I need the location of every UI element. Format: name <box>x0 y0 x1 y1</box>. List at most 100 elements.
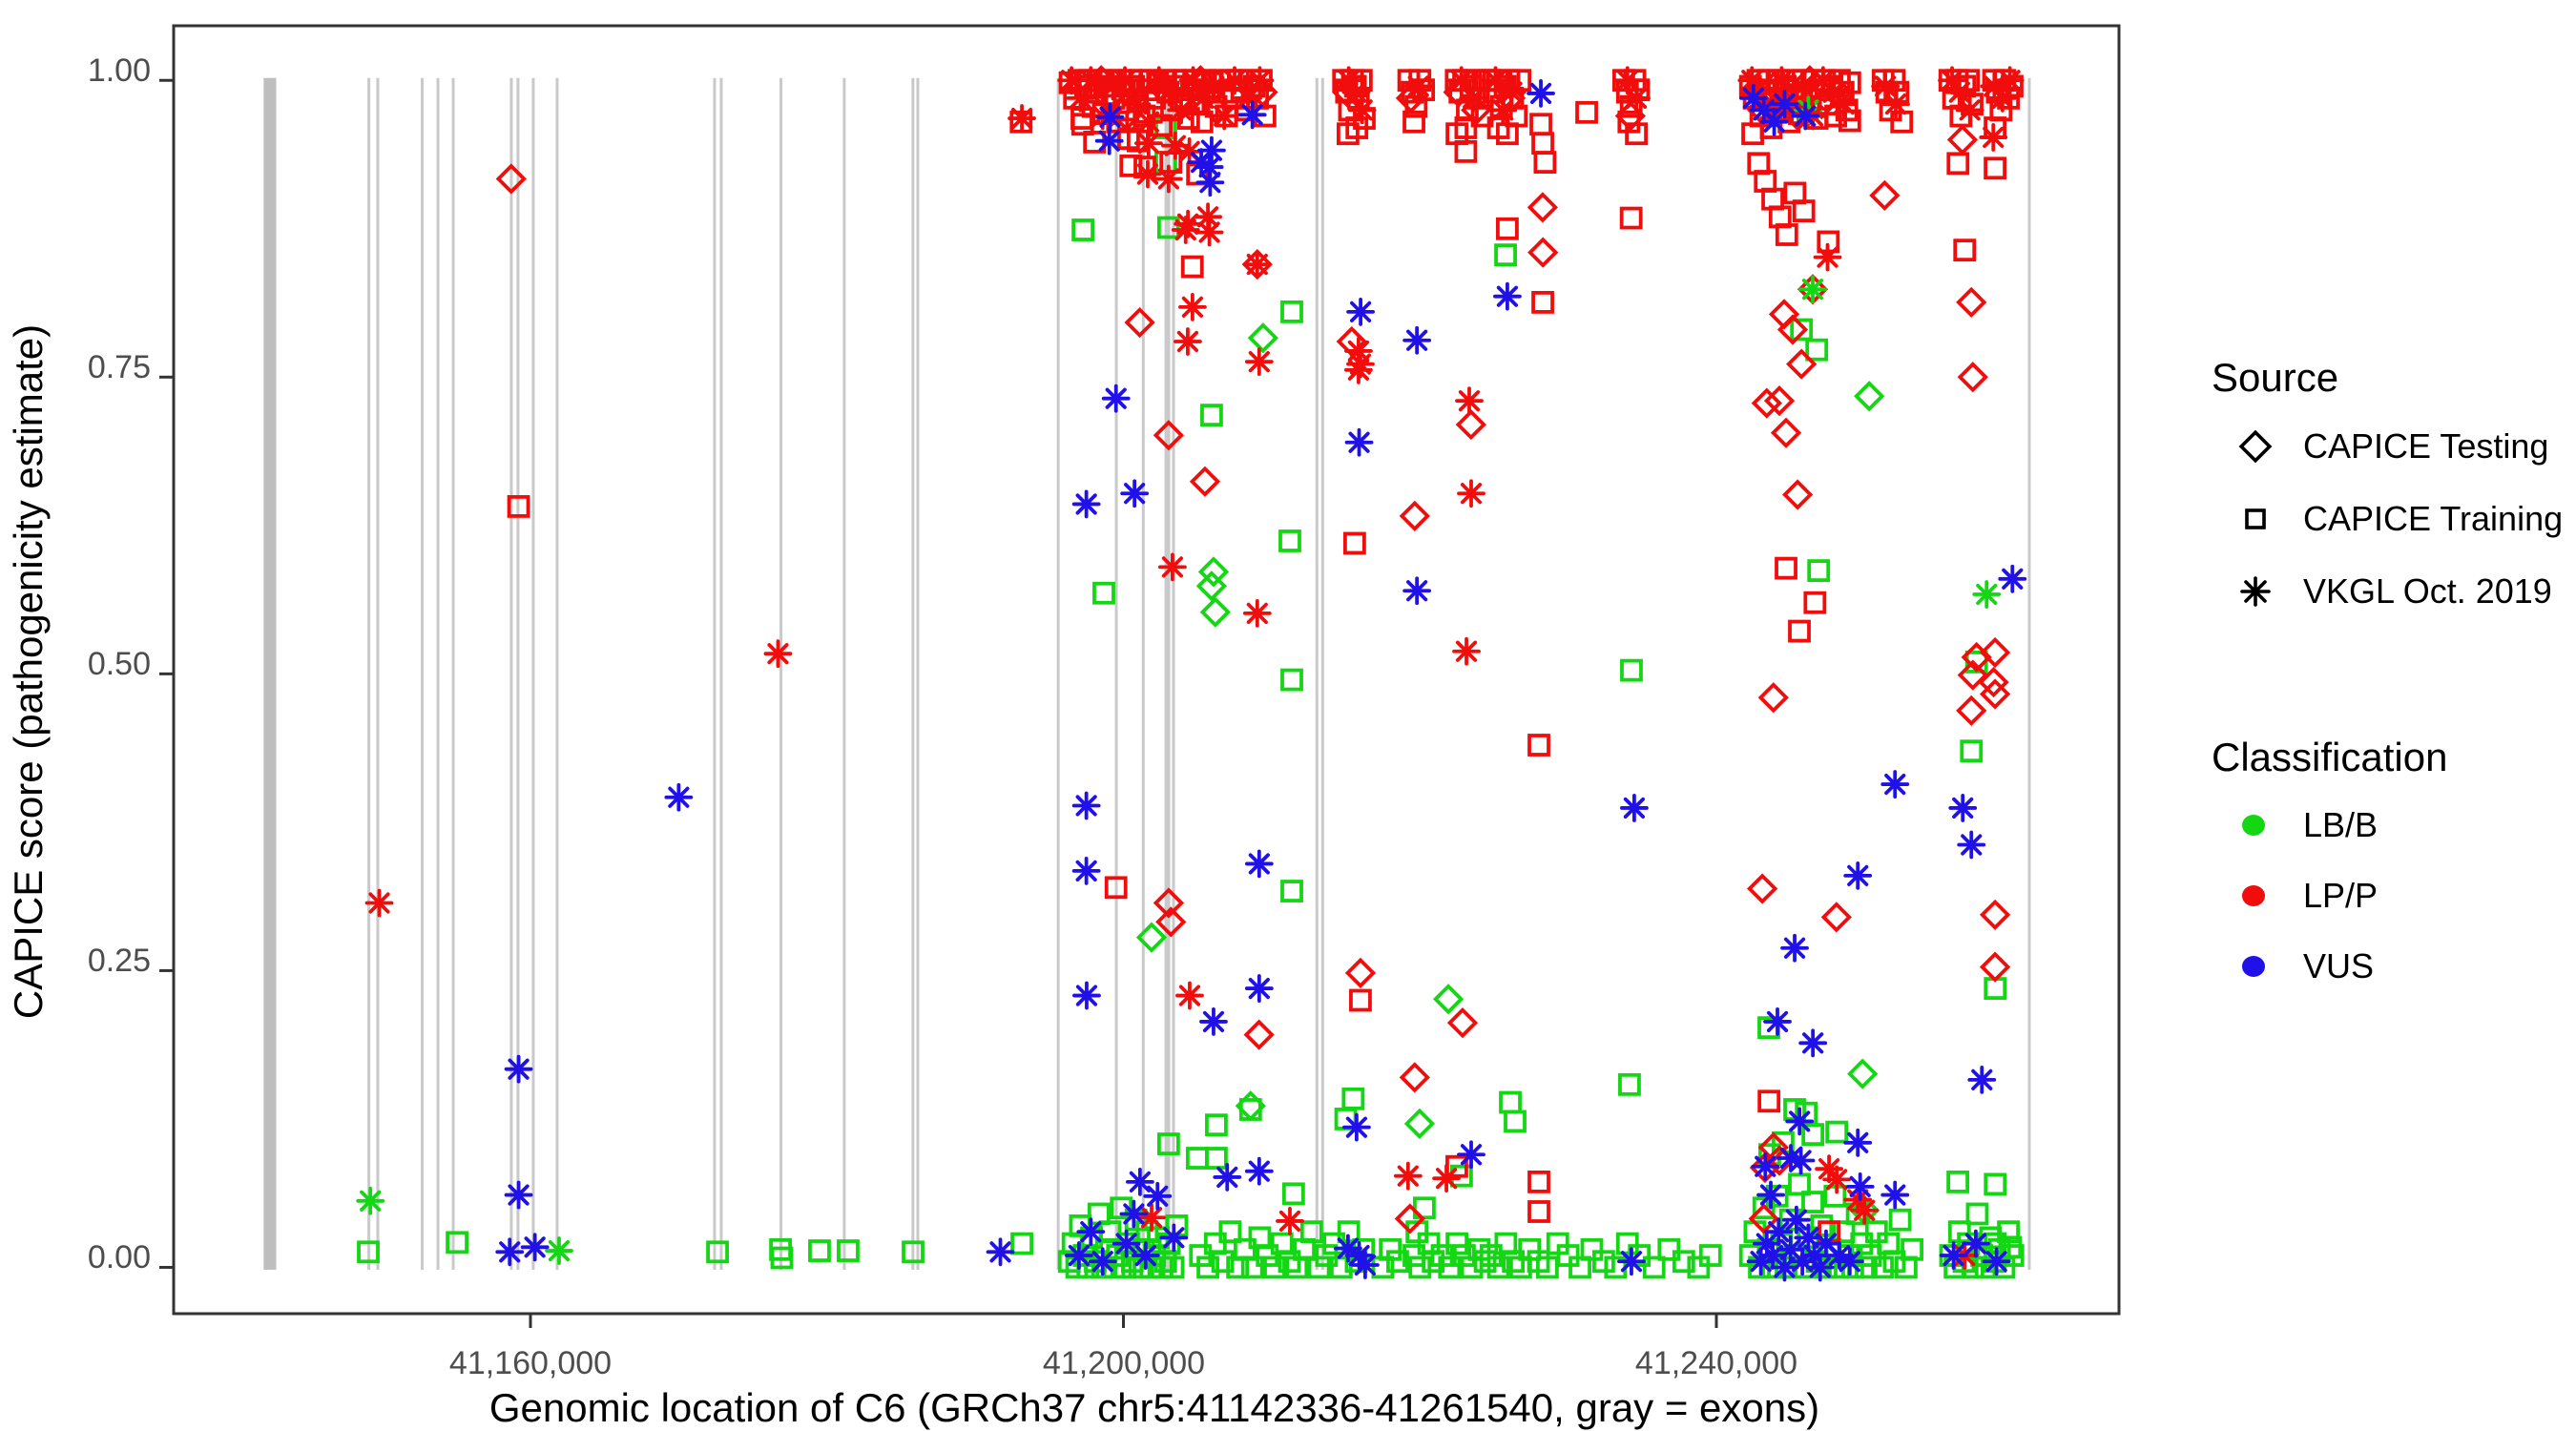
data-point <box>1399 1062 1430 1093</box>
data-point <box>1788 619 1811 643</box>
data-point <box>1822 1165 1852 1194</box>
data-point <box>1504 1110 1527 1133</box>
data-point <box>1242 598 1272 628</box>
data-point <box>1979 123 2008 152</box>
data-point <box>1071 218 1094 241</box>
y-axis-title: CAPICE score (pathogenicity estimate) <box>6 323 51 1020</box>
data-point <box>1881 90 1910 119</box>
data-point <box>1751 1151 1780 1181</box>
data-point <box>507 495 530 518</box>
data-point <box>1533 151 1557 174</box>
data-point <box>1473 1250 1497 1274</box>
data-point <box>1568 1255 1591 1279</box>
data-point <box>1620 658 1643 682</box>
data-point <box>1527 79 1555 108</box>
data-point <box>1244 347 1274 377</box>
data-point <box>1527 734 1550 757</box>
data-point <box>1315 1244 1339 1267</box>
y-tick-label: 0.75 <box>87 349 151 385</box>
data-point <box>1752 1196 1776 1220</box>
data-point <box>1801 1191 1824 1213</box>
data-point <box>495 1237 525 1267</box>
legend-item-label: CAPICE Training <box>2303 499 2564 538</box>
data-point <box>1642 1255 1666 1279</box>
data-point <box>1171 216 1200 244</box>
data-point <box>1153 164 1183 194</box>
data-point <box>1741 122 1764 146</box>
data-point <box>1946 152 1970 176</box>
data-point <box>1527 237 1559 268</box>
vus-color-dot-icon <box>2242 956 2265 977</box>
data-point <box>1997 1220 2020 1244</box>
data-point <box>1575 100 1598 124</box>
data-point <box>1113 1255 1136 1279</box>
legend-item-label: CAPICE Testing <box>2303 426 2549 466</box>
data-point <box>1403 72 1433 101</box>
data-point <box>1195 168 1225 197</box>
data-point <box>1810 1214 1834 1237</box>
data-point <box>1813 242 1842 272</box>
data-point <box>1854 381 1885 412</box>
data-point <box>1095 102 1125 132</box>
data-point <box>1843 1128 1873 1157</box>
data-point <box>1847 1058 1879 1089</box>
data-point <box>1178 66 1208 95</box>
data-point <box>1467 1237 1491 1261</box>
data-point <box>1124 306 1155 339</box>
data-point <box>1961 641 1992 674</box>
data-point <box>1864 1220 1888 1244</box>
data-point <box>1770 1253 1799 1282</box>
data-point <box>1531 291 1554 314</box>
data-point <box>1281 1182 1305 1206</box>
data-point <box>763 639 793 669</box>
y-tick-label: 0.25 <box>87 943 151 979</box>
data-point <box>1798 275 1827 304</box>
data-point <box>545 1236 573 1265</box>
data-point <box>1820 902 1852 933</box>
data-point <box>1955 95 1984 125</box>
data-point <box>1869 179 1901 212</box>
data-point <box>1825 1120 1849 1144</box>
legend-source-title: Source <box>2212 355 2339 400</box>
data-point <box>1413 1196 1436 1220</box>
data-point <box>1156 1132 1180 1155</box>
data-point <box>1432 984 1465 1015</box>
data-point <box>1785 1107 1815 1136</box>
data-point <box>1763 385 1796 417</box>
data-point <box>1486 1255 1510 1279</box>
data-point <box>1452 636 1481 666</box>
data-point <box>1386 1250 1409 1274</box>
data-point <box>1155 906 1187 938</box>
data-point <box>1199 72 1229 101</box>
data-point <box>1786 1146 1816 1175</box>
data-point <box>1888 1208 1912 1232</box>
data-point <box>1957 362 1988 393</box>
data-point <box>1345 116 1369 139</box>
data-point <box>1455 408 1486 441</box>
data-point <box>1190 110 1214 134</box>
legend-item-label: VKGL Oct. 2019 <box>2303 571 2552 611</box>
data-point <box>1092 581 1115 605</box>
data-point <box>1782 1205 1811 1234</box>
data-point <box>1457 479 1485 508</box>
data-point <box>1167 95 1195 125</box>
asterisk-icon <box>2240 576 2271 607</box>
data-point <box>1072 981 1101 1010</box>
legend-item-vus: VUS <box>2212 946 2565 986</box>
data-point <box>1299 1220 1323 1244</box>
data-point <box>1459 83 1488 113</box>
data-point <box>1960 739 1984 763</box>
data-point <box>1882 1250 1906 1274</box>
data-point <box>1177 292 1207 321</box>
data-point <box>1527 1200 1550 1223</box>
data-point <box>1111 1229 1141 1258</box>
data-point <box>1948 794 1978 822</box>
data-point <box>1402 110 1425 134</box>
data-point <box>986 1237 1015 1267</box>
data-point <box>1770 417 1802 448</box>
data-point <box>1154 77 1184 107</box>
data-point <box>1619 206 1643 230</box>
data-point <box>1245 66 1275 95</box>
data-point <box>1205 1113 1228 1137</box>
data-point <box>1815 1154 1843 1184</box>
